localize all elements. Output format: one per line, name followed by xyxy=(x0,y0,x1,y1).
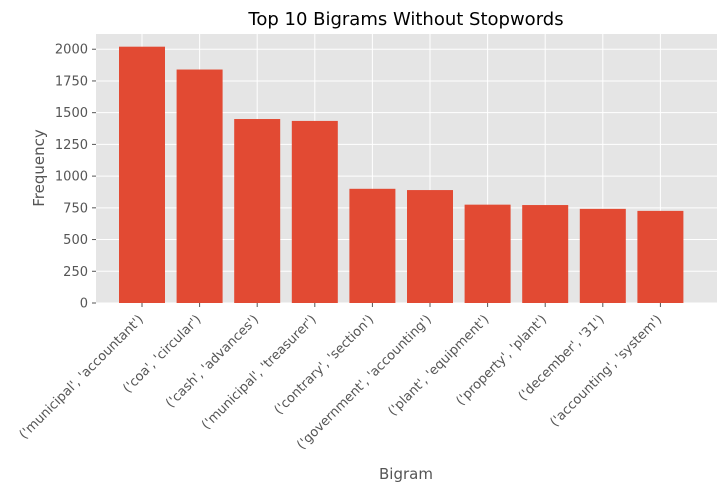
x-tick-label: ('municipal', 'treasurer') xyxy=(199,312,320,433)
bar xyxy=(291,120,338,303)
x-tick-label: ('accounting', 'system') xyxy=(547,312,665,430)
x-tick-label: ('plant', 'equipment') xyxy=(385,312,492,419)
y-tick-label: 1750 xyxy=(55,74,88,89)
y-tick-label: 250 xyxy=(63,265,88,280)
y-tick-label: 2000 xyxy=(55,43,88,58)
bar xyxy=(579,208,626,303)
y-axis-label: Frequency xyxy=(30,129,48,207)
x-tick-label: ('municipal', 'accountant') xyxy=(17,312,147,442)
bar xyxy=(349,188,396,303)
chart-title: Top 10 Bigrams Without Stopwords xyxy=(247,9,563,30)
bar xyxy=(176,69,223,303)
y-tick-label: 1250 xyxy=(55,138,88,153)
bar xyxy=(637,210,684,303)
bar xyxy=(522,205,569,303)
y-tick-label: 0 xyxy=(80,297,88,312)
y-axis-ticks: 0 250 500 750 1000 1250 1500 1750 2000 xyxy=(55,43,96,312)
x-axis-label: Bigram xyxy=(379,465,433,483)
bar xyxy=(119,46,165,303)
y-tick-label: 1500 xyxy=(55,106,88,121)
x-tick-label: ('contrary', 'section') xyxy=(272,312,378,418)
bar xyxy=(234,119,281,303)
bar xyxy=(407,190,453,303)
y-tick-label: 500 xyxy=(63,233,88,248)
y-tick-label: 1000 xyxy=(55,170,88,185)
bar xyxy=(464,204,511,303)
y-tick-label: 750 xyxy=(63,201,88,216)
x-axis-ticks: ('municipal', 'accountant')('coa', 'circ… xyxy=(17,303,665,453)
bars xyxy=(119,46,684,303)
